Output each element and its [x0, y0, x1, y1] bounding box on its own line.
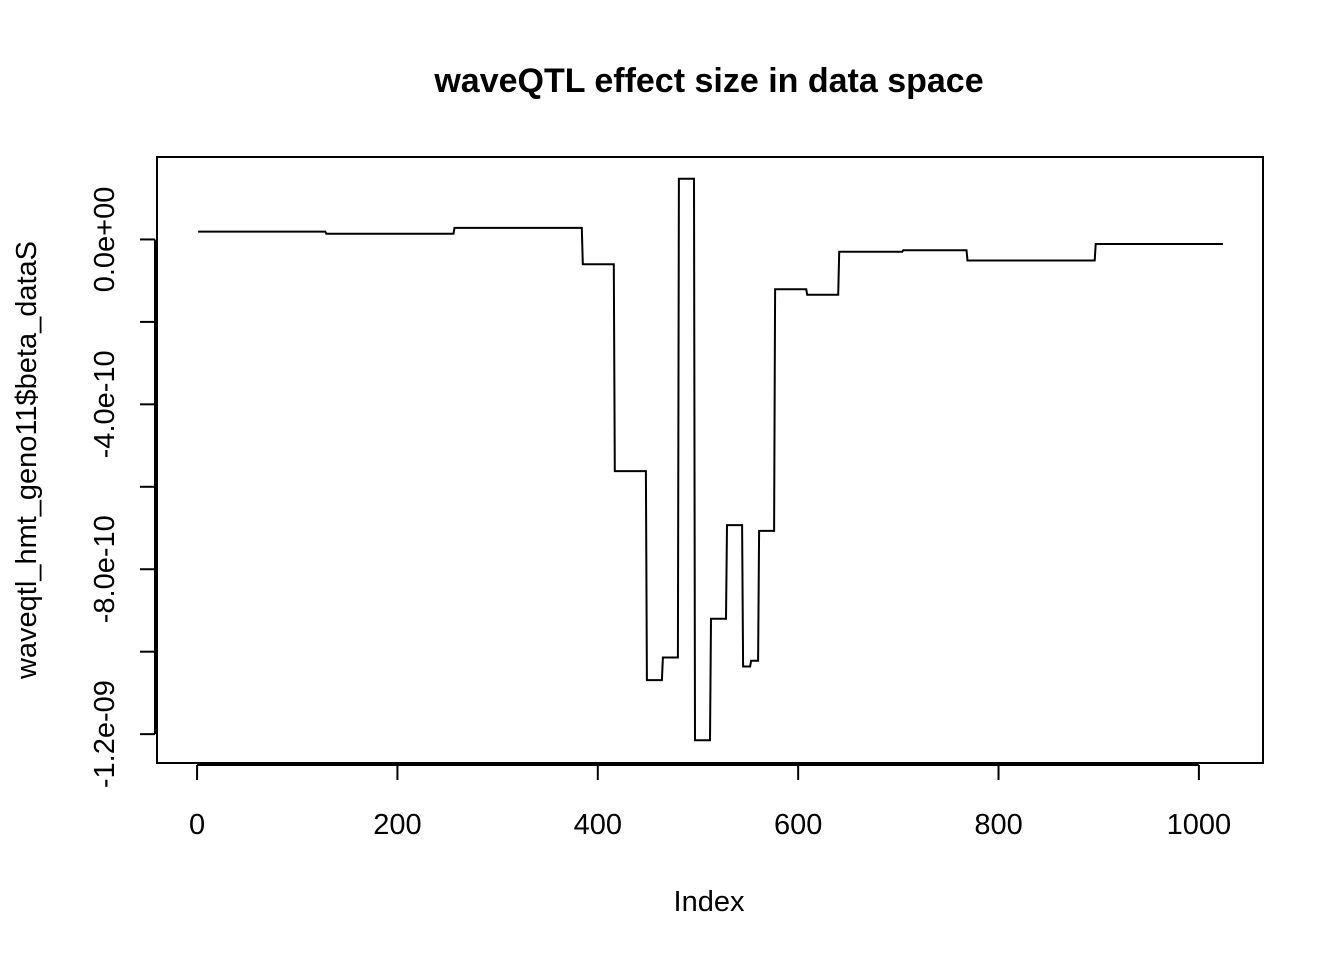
x-tick-label: 1000	[1167, 809, 1232, 841]
y-tick-label: -4.0e-10	[89, 350, 121, 458]
plot-frame	[156, 156, 1264, 764]
x-tick-label: 400	[574, 809, 622, 841]
series-line	[198, 177, 1223, 742]
x-tick-label: 0	[189, 809, 205, 841]
chart-title: waveQTL effect size in data space	[433, 62, 983, 100]
x-tick-label: 200	[373, 809, 421, 841]
x-tick-label: 800	[974, 809, 1022, 841]
x-tick-label: 600	[774, 809, 822, 841]
y-tick-label: -8.0e-10	[89, 515, 121, 623]
y-axis: 0.0e+00 -4.0e-10 -8.0e-10 -1.2e-09	[89, 187, 156, 788]
x-axis: 0 200 400 600 800 1000	[189, 764, 1232, 841]
y-axis-label: waveqtl_hmt_geno11$beta_dataS	[11, 241, 43, 680]
y-tick-label: -1.2e-09	[89, 680, 121, 788]
y-tick-label: 0.0e+00	[89, 187, 121, 293]
x-axis-label: Index	[674, 886, 745, 918]
